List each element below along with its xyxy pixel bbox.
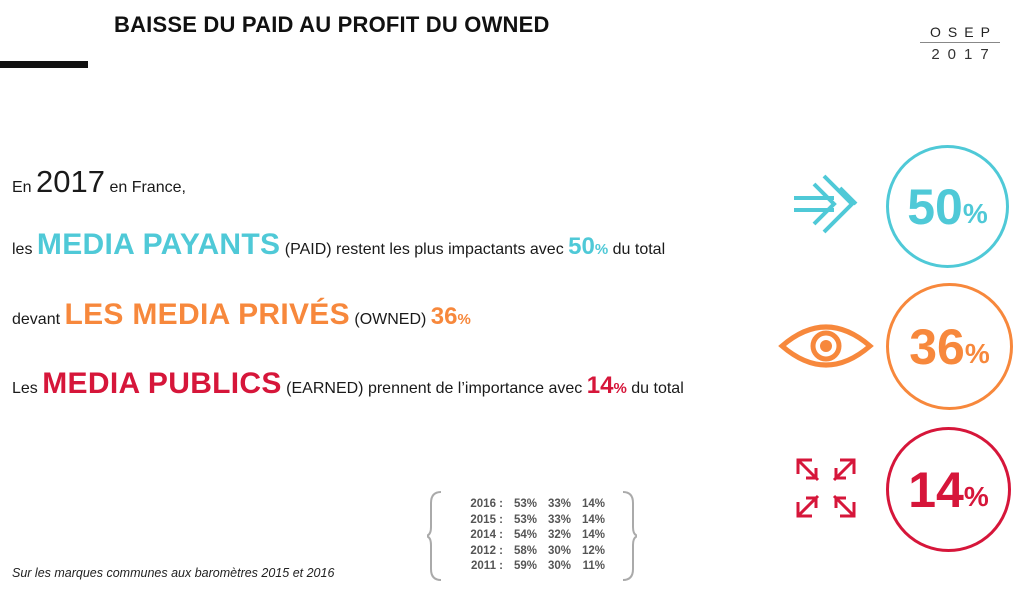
earned-prefix: Les bbox=[12, 380, 38, 397]
footnote: Sur les marques communes aux baromètres … bbox=[12, 566, 335, 580]
history-year: 2012 : bbox=[470, 544, 503, 557]
history-row: 2015 : 53% 33% 14% bbox=[453, 513, 613, 529]
history-paid: 59% bbox=[513, 560, 537, 573]
history-year: 2015 : bbox=[470, 513, 503, 526]
owned-line: devant LES MEDIA PRIVÉS (OWNED) 36% bbox=[12, 298, 471, 332]
history-paid: 58% bbox=[513, 544, 537, 557]
kpi-circle-earned: 14% bbox=[886, 427, 1011, 552]
history-earned: 12% bbox=[581, 544, 605, 557]
paid-unit: % bbox=[594, 241, 609, 258]
kpi-value: 36 bbox=[909, 318, 965, 375]
intro-suffix: en France, bbox=[109, 179, 186, 196]
arrow-in-icon bbox=[794, 174, 858, 234]
history-table: 2016 : 53% 33% 14% 2015 : 53% 33% 14% 20… bbox=[427, 489, 637, 584]
logo-text: OSEP bbox=[930, 24, 997, 40]
history-owned: 33% bbox=[547, 513, 571, 526]
paid-prefix: les bbox=[12, 241, 33, 258]
page-title: BAISSE DU PAID AU PROFIT DU OWNED bbox=[114, 12, 550, 37]
history-row: 2014 : 54% 32% 14% bbox=[453, 528, 613, 544]
kpi-unit: % bbox=[962, 197, 988, 229]
history-row: 2012 : 58% 30% 12% bbox=[453, 544, 613, 560]
logo-year: 2017 bbox=[931, 46, 997, 63]
history-year: 2011 : bbox=[471, 560, 503, 573]
history-row: 2011 : 59% 30% 11% bbox=[453, 559, 613, 575]
earned-suffix: du total bbox=[631, 380, 684, 397]
history-paid: 53% bbox=[513, 498, 537, 510]
history-owned: 32% bbox=[547, 529, 571, 542]
paid-suffix: du total bbox=[612, 241, 666, 258]
history-earned: 11% bbox=[582, 560, 605, 573]
kpi-circle-paid: 50% bbox=[886, 145, 1009, 268]
owned-text: (OWNED) bbox=[354, 311, 427, 328]
earned-value: 14 bbox=[586, 372, 614, 399]
osep-logo: OSEP 2017 bbox=[920, 24, 1000, 63]
owned-keyword: LES MEDIA PRIVÉS bbox=[64, 298, 350, 331]
kpi-value: 50 bbox=[907, 178, 963, 235]
history-earned: 14% bbox=[581, 513, 605, 526]
owned-unit: % bbox=[457, 311, 471, 328]
paid-line: les MEDIA PAYANTS (PAID) restent les plu… bbox=[12, 228, 665, 262]
earned-text: (EARNED) prennent de l’importance avec bbox=[286, 380, 583, 397]
earned-line: Les MEDIA PUBLICS (EARNED) prennent de l… bbox=[12, 367, 684, 401]
logo-divider bbox=[920, 42, 1000, 43]
history-earned: 14% bbox=[581, 498, 605, 510]
earned-unit: % bbox=[613, 380, 627, 397]
intro-prefix: En bbox=[12, 179, 32, 196]
history-year: 2016 : bbox=[470, 498, 503, 510]
history-year: 2014 : bbox=[470, 529, 503, 542]
history-paid: 54% bbox=[513, 529, 537, 542]
history-row: 2016 : 53% 33% 14% bbox=[453, 497, 613, 513]
history-rows: 2016 : 53% 33% 14% 2015 : 53% 33% 14% 20… bbox=[453, 497, 613, 575]
owned-value: 36 bbox=[430, 303, 458, 330]
kpi-circle-owned: 36% bbox=[886, 283, 1013, 410]
title-underline-bar bbox=[0, 61, 88, 68]
history-owned: 30% bbox=[547, 544, 571, 557]
history-owned: 30% bbox=[547, 560, 571, 573]
paid-keyword: MEDIA PAYANTS bbox=[36, 228, 281, 261]
eye-icon bbox=[778, 324, 874, 368]
earned-keyword: MEDIA PUBLICS bbox=[42, 367, 282, 400]
owned-prefix: devant bbox=[12, 311, 61, 328]
intro-year: 2017 bbox=[36, 164, 105, 199]
kpi-value: 14 bbox=[908, 461, 964, 518]
history-earned: 14% bbox=[581, 529, 605, 542]
kpi-unit: % bbox=[964, 337, 990, 369]
history-paid: 53% bbox=[513, 513, 537, 526]
history-braces bbox=[427, 491, 637, 581]
paid-text: (PAID) restent les plus impactants avec bbox=[284, 241, 564, 258]
history-owned: 33% bbox=[547, 498, 571, 510]
expand-arrows-icon bbox=[796, 458, 856, 518]
kpi-unit: % bbox=[963, 480, 989, 512]
intro-line: En 2017 en France, bbox=[12, 164, 186, 200]
paid-value: 50 bbox=[568, 233, 595, 260]
